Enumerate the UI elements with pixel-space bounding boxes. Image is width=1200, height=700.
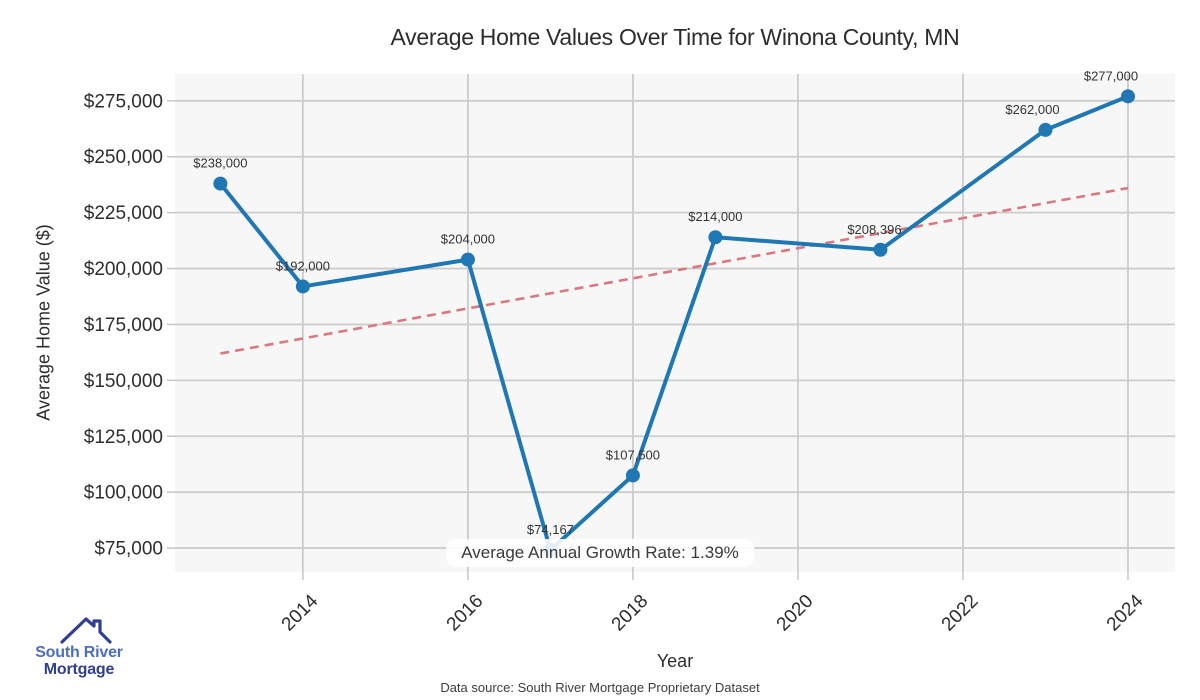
trend-line: [220, 186, 1129, 355]
y-tick-label-125000: $125,000: [84, 427, 163, 448]
y-tick-label-200000: $200,000: [84, 259, 163, 280]
y-axis-title: Average Home Value ($): [33, 224, 54, 421]
logo-text-line1: South River: [35, 644, 123, 661]
x-tick-label-2024: 2024: [1103, 590, 1148, 635]
y-tick-label-225000: $225,000: [84, 203, 163, 224]
point-label-2024: $277,000: [1084, 68, 1138, 83]
house-roof-icon: [60, 617, 112, 644]
y-tick-label-275000: $275,000: [84, 91, 163, 112]
point-label-2023: $262,000: [1005, 102, 1059, 117]
x-tick-label-2018: 2018: [608, 591, 653, 636]
data-point-2013: [213, 176, 228, 191]
y-tick-label-100000: $100,000: [84, 483, 163, 504]
y-tick-label-150000: $150,000: [84, 371, 163, 392]
x-tick-label-2022: 2022: [938, 591, 983, 636]
x-tick-label-2020: 2020: [773, 591, 818, 636]
point-label-2018: $107,500: [606, 447, 660, 462]
point-label-2016: $204,000: [441, 232, 495, 247]
x-tick-label-2016: 2016: [443, 591, 488, 636]
data-point-2021: [873, 242, 888, 257]
data-point-2024: [1120, 89, 1135, 104]
logo: South River Mortgage: [18, 608, 148, 688]
point-label-2013: $238,000: [193, 156, 247, 171]
data-point-2019: [708, 230, 723, 245]
point-label-2021: $208,396: [847, 222, 901, 237]
y-tick-label-75000: $75,000: [94, 539, 163, 560]
data-source-note: Data source: South River Mortgage Propri…: [440, 680, 760, 695]
data-point-2014: [295, 279, 310, 294]
x-tick-label-2014: 2014: [278, 590, 323, 635]
data-point-2023: [1038, 122, 1053, 137]
logo-text-line2: Mortgage: [43, 661, 115, 678]
data-point-2018: [625, 468, 640, 483]
y-tick-label-250000: $250,000: [84, 147, 163, 168]
point-label-2017: $74,167: [527, 522, 574, 537]
chart-title: Average Home Values Over Time for Winona…: [390, 24, 960, 50]
y-tick-label-175000: $175,000: [84, 315, 163, 336]
growth-rate-annotation: Average Annual Growth Rate: 1.39%: [446, 539, 754, 567]
plot-area: [175, 74, 1175, 572]
point-label-2019: $214,000: [688, 209, 742, 224]
x-axis-title: Year: [656, 651, 694, 671]
data-point-2016: [460, 252, 475, 267]
point-label-2014: $192,000: [276, 258, 330, 273]
